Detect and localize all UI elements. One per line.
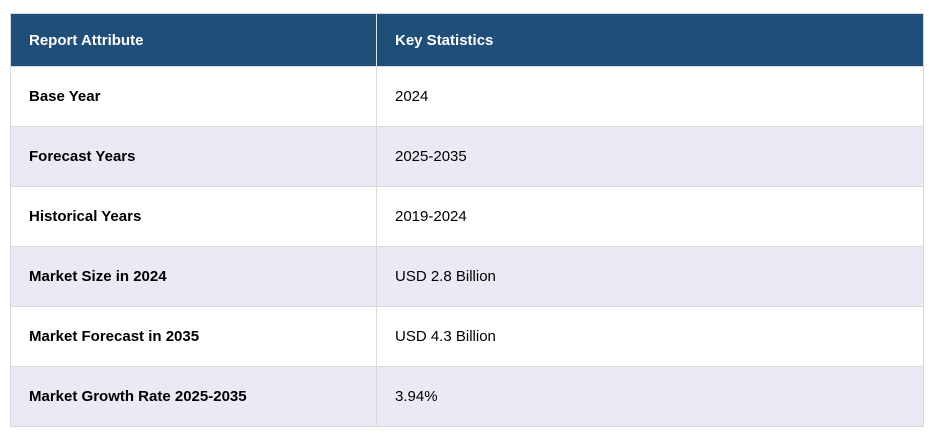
attribute-cell: Market Size in 2024 — [11, 247, 377, 306]
value-cell: 3.94% — [395, 388, 438, 405]
attribute-cell: Forecast Years — [11, 127, 377, 186]
table-row: Market Forecast in 2035 USD 4.3 Billion — [11, 306, 923, 366]
header-cell-report-attribute: Report Attribute — [11, 14, 377, 66]
header-cell-key-statistics: Key Statistics — [395, 31, 494, 49]
table-header-row: Report Attribute Key Statistics — [11, 14, 923, 66]
value-cell: USD 2.8 Billion — [395, 268, 496, 285]
value-cell: 2019-2024 — [395, 208, 467, 225]
attribute-cell: Market Growth Rate 2025-2035 — [11, 367, 377, 426]
value-cell: USD 4.3 Billion — [395, 328, 496, 345]
table-row: Market Size in 2024 USD 2.8 Billion — [11, 246, 923, 306]
table-row: Base Year 2024 — [11, 66, 923, 126]
value-cell: 2024 — [395, 88, 429, 105]
table-row: Historical Years 2019-2024 — [11, 186, 923, 246]
attribute-cell: Base Year — [11, 67, 377, 126]
table-row: Forecast Years 2025-2035 — [11, 126, 923, 186]
report-summary-table: Report Attribute Key Statistics Base Yea… — [10, 13, 924, 427]
table-row: Market Growth Rate 2025-2035 3.94% — [11, 366, 923, 426]
attribute-cell: Historical Years — [11, 187, 377, 246]
attribute-cell: Market Forecast in 2035 — [11, 307, 377, 366]
value-cell: 2025-2035 — [395, 148, 467, 165]
